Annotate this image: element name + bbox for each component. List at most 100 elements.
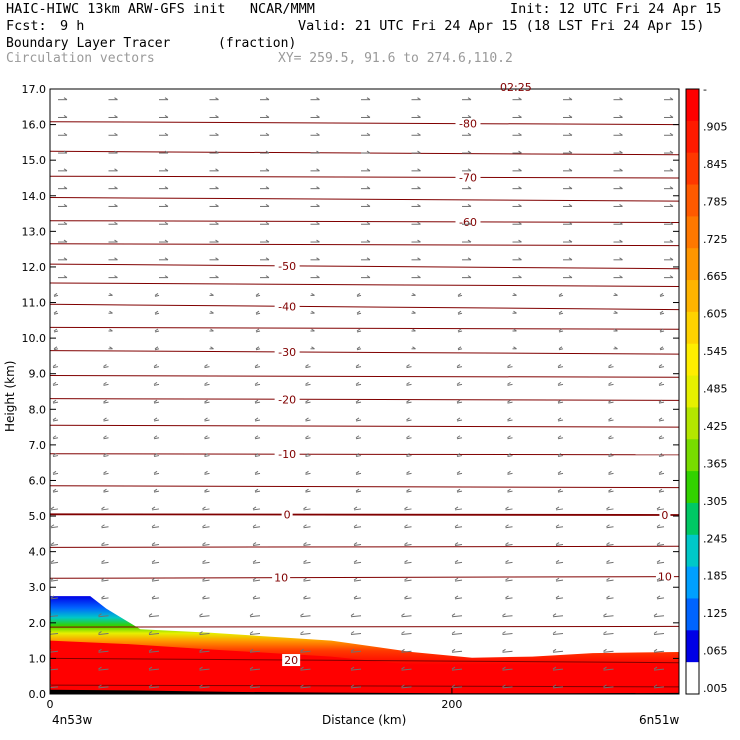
vector-arrow-head (412, 292, 416, 296)
vector-arrow-head (265, 257, 270, 261)
y-tick-label: 8.0 (29, 403, 47, 416)
vector-arrow (557, 401, 564, 404)
contour-line (50, 263, 679, 270)
vector-arrow-head (252, 559, 257, 563)
y-tick-label: 16.0 (22, 119, 47, 132)
vector-arrow-head (658, 381, 663, 385)
vector-arrow (658, 419, 665, 422)
vector-arrow-head (404, 559, 408, 563)
vector-arrow-head (658, 435, 663, 439)
vector-arrow-head (366, 115, 371, 118)
vector-arrow (606, 508, 614, 511)
vector-arrow (50, 668, 59, 671)
vector-arrow-head (454, 595, 459, 599)
vector-arrow-head (202, 524, 206, 528)
vector-arrow (204, 472, 210, 475)
vector-arrow-head (153, 364, 158, 368)
vector-arrow-head (355, 399, 360, 403)
vector-arrow-head (417, 239, 421, 243)
vector-arrow (507, 383, 513, 386)
vector-arrow-head (451, 631, 456, 634)
colorbar-label: .785 (703, 195, 728, 208)
vector-arrow-head (164, 186, 169, 190)
vector-arrow-head (355, 488, 360, 492)
init-time: Init: 12 UTC Fri 24 Apr 15 (510, 1, 722, 17)
vector-arrow (353, 579, 362, 582)
vector-arrow-head (507, 453, 511, 456)
contour-line (50, 326, 679, 330)
vector-arrow (300, 615, 311, 618)
vector-arrow-head (603, 631, 607, 634)
contour-line (50, 625, 679, 628)
vector-arrow (148, 668, 160, 671)
vector-arrow-head (50, 577, 55, 581)
vector-arrow (101, 579, 109, 582)
vector-arrow (552, 650, 564, 653)
vector-arrow-head (63, 239, 68, 243)
vector-arrow-head (653, 613, 658, 617)
vector-arrow-head (53, 310, 58, 314)
vector-arrow (456, 401, 463, 404)
contour-label-bg (455, 171, 481, 184)
vector-arrow (50, 633, 59, 635)
vector-arrow-head (52, 399, 57, 403)
vector-arrow-head (513, 346, 517, 350)
vector-arrow-head (316, 168, 320, 172)
vector-arrow (52, 383, 59, 386)
vector-arrow-head (558, 346, 563, 350)
vector-arrow-head (103, 435, 107, 439)
vector-arrow (254, 472, 261, 475)
colorbar-label: .425 (703, 420, 728, 433)
contour-line (50, 121, 679, 126)
vector-arrow-head (215, 257, 219, 261)
vector-arrow (254, 437, 261, 440)
vector-arrow-head (50, 506, 55, 510)
vector-arrow (454, 544, 463, 547)
vector-arrow-head (265, 204, 270, 207)
forecast-hour: 9 h (60, 18, 85, 34)
vector-arrow-head (311, 328, 315, 332)
vector-arrow (153, 472, 160, 475)
vector-arrow (505, 561, 513, 564)
vector-arrow (558, 312, 564, 315)
vector-arrow-head (204, 399, 208, 403)
vector-arrow-head (568, 204, 573, 207)
vector-arrow (353, 526, 362, 529)
vector-arrow (404, 597, 412, 600)
vector-name: Circulation vectors (6, 51, 155, 66)
vector-arrow-head (457, 328, 462, 332)
vector-arrow-head (210, 292, 214, 296)
vector-arrow-head (53, 346, 58, 350)
vector-arrow-head (518, 168, 522, 172)
vector-arrow-head (608, 435, 612, 439)
y-tick-label: 7.0 (29, 439, 47, 452)
colorbar-swatch (686, 407, 699, 440)
vector-arrow-head (164, 97, 169, 101)
vector-arrow-head (404, 595, 408, 599)
vector-arrow-head (254, 435, 259, 439)
vector-arrow-head (608, 364, 612, 368)
vector-arrow (653, 686, 665, 689)
vector-arrow-head (366, 221, 371, 225)
vector-arrow-head (353, 595, 358, 599)
vector-arrow (303, 561, 311, 564)
vector-arrow (658, 437, 665, 440)
vector-arrow-head (164, 168, 169, 172)
colorbar-swatch (686, 630, 699, 663)
vector-arrow-head (355, 417, 360, 421)
contour-label-bg (274, 448, 300, 461)
vector-arrow (603, 668, 614, 671)
vector-arrow (457, 312, 463, 315)
vector-arrow-head (558, 292, 563, 296)
colorbar-label: .245 (703, 532, 728, 545)
vector-arrow-head (252, 577, 257, 581)
vector-arrow (502, 686, 513, 689)
vector-arrow-head (417, 97, 421, 101)
vector-arrow-head (154, 346, 159, 350)
vector-arrow-head (210, 310, 214, 314)
vector-arrow (658, 366, 665, 369)
vector-arrow (305, 455, 311, 458)
vector-arrow-head (456, 435, 461, 439)
vector-arrow (98, 686, 109, 689)
vector-arrow-head (417, 204, 421, 207)
